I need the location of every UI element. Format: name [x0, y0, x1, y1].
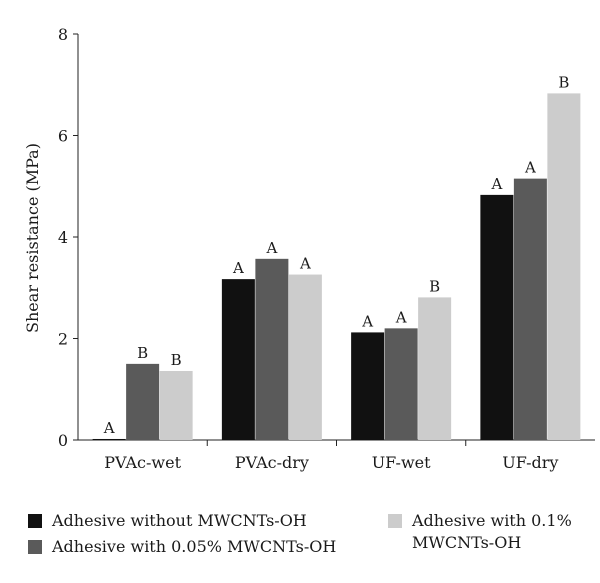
data-label-uf-wet-series3: B [429, 277, 440, 295]
x-category-label-uf-dry: UF-dry [502, 453, 558, 472]
legend-label-005: Adhesive with 0.05% MWCNTs-OH [52, 537, 337, 556]
legend-label-01-line2: MWCNTs-OH [412, 533, 522, 552]
data-label-pvac-dry-series3: A [299, 255, 311, 273]
legend-label-without: Adhesive without MWCNTs-OH [52, 511, 307, 530]
y-tick-label-0: 0 [58, 431, 68, 450]
bar-uf-wet-series2 [384, 328, 418, 440]
y-tick-label-4: 4 [58, 228, 68, 247]
legend: Adhesive without MWCNTs-OH Adhesive with… [0, 508, 600, 583]
y-axis-title: Shear resistance (MPa) [23, 143, 42, 333]
data-label-uf-dry-series3: B [558, 73, 569, 91]
legend-item-01: Adhesive with 0.1% MWCNTs-OH [388, 510, 572, 554]
x-category-label-uf-wet: UF-wet [372, 453, 431, 472]
y-tick-label-2: 2 [58, 330, 68, 349]
bar-pvac-dry-series1 [221, 279, 255, 440]
y-tick-label-6: 6 [58, 127, 68, 146]
legend-swatch-01 [388, 514, 402, 528]
data-label-pvac-dry-series1: A [232, 259, 244, 277]
bar-uf-dry-series2 [513, 178, 547, 440]
bar-uf-wet-series1 [351, 332, 385, 440]
bar-uf-wet-series3 [418, 297, 452, 440]
data-label-uf-wet-series1: A [361, 312, 373, 330]
data-label-pvac-wet-series3: B [171, 351, 182, 369]
legend-label-01-line1: Adhesive with 0.1% [412, 511, 572, 530]
data-label-uf-dry-series1: A [490, 175, 502, 193]
x-category-label-pvac-wet: PVAc-wet [104, 453, 181, 472]
legend-item-005: Adhesive with 0.05% MWCNTs-OH [28, 536, 336, 558]
bar-uf-dry-series1 [480, 194, 514, 440]
data-label-uf-wet-series2: A [395, 308, 407, 326]
x-category-label-pvac-dry: PVAc-dry [235, 453, 309, 472]
bar-pvac-wet-series3 [159, 370, 193, 440]
bar-pvac-wet-series2 [126, 363, 160, 440]
bar-pvac-dry-series2 [255, 258, 289, 440]
legend-label-01: Adhesive with 0.1% MWCNTs-OH [412, 510, 572, 554]
bar-pvac-wet-series1 [92, 438, 126, 440]
data-label-pvac-dry-series2: A [265, 239, 277, 257]
bar-chart: Shear resistance (MPa) 0 2 4 6 8 A B B PVAc-wet A… [23, 25, 595, 472]
data-label-pvac-wet-series1: A [103, 419, 115, 437]
legend-swatch-without [28, 514, 42, 528]
plot-area: 0 2 4 6 8 A B B PVAc-wet A A A PVAc-dry A A B UF-wet A A B U… [58, 25, 595, 472]
data-label-pvac-wet-series2: B [137, 344, 148, 362]
bar-uf-dry-series3 [547, 93, 581, 440]
legend-swatch-005 [28, 540, 42, 554]
data-label-uf-dry-series2: A [524, 159, 536, 177]
legend-item-without: Adhesive without MWCNTs-OH [28, 510, 307, 532]
bar-pvac-dry-series3 [288, 274, 322, 440]
y-tick-label-8: 8 [58, 25, 68, 44]
